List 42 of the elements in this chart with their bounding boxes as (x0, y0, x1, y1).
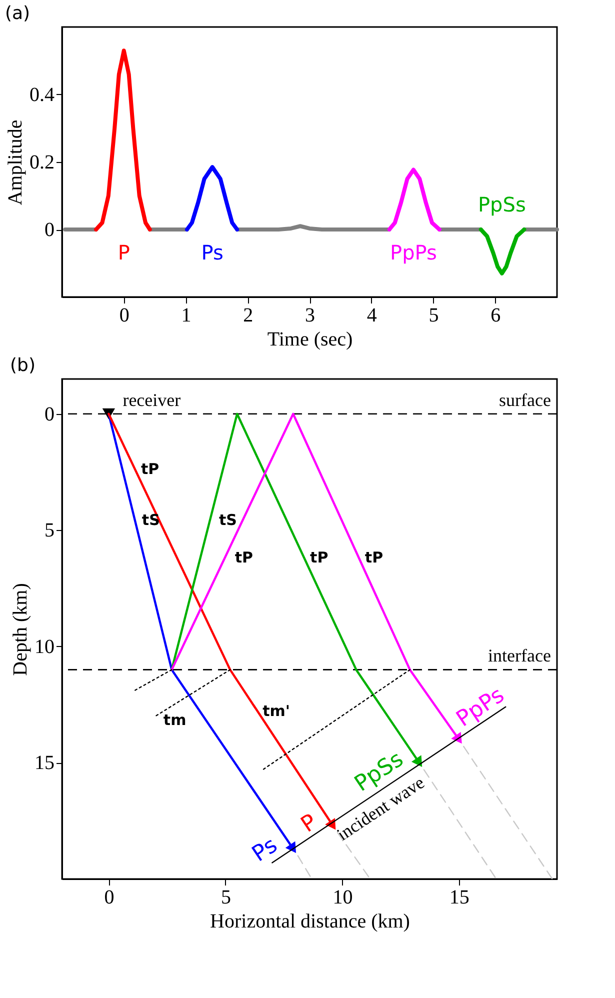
y-axis-title: Depth (km) (10, 583, 32, 676)
ref-line-label: surface (499, 390, 552, 410)
x-tick-label: 2 (243, 304, 254, 326)
y-tick-label: 0.2 (30, 152, 54, 174)
series-label: receiver (122, 390, 181, 410)
annotation: tm (163, 711, 186, 730)
chart-title: (b) (10, 355, 36, 376)
annotation: tP (310, 548, 328, 566)
series-label: PpSs (478, 192, 526, 216)
x-tick-label: 10 (332, 886, 353, 908)
y-tick-label: 5 (44, 520, 54, 542)
chart-title: (a) (5, 3, 30, 24)
annotation: tP (140, 460, 160, 478)
x-axis-title: Time (sec) (267, 328, 353, 350)
annotation: tS (142, 511, 160, 530)
annotation: tP (364, 548, 384, 566)
x-tick-label: 1 (181, 304, 192, 326)
x-axis-title: Horizontal distance (km) (210, 910, 410, 932)
series-label: P (118, 240, 130, 264)
x-tick-label: 15 (449, 886, 470, 908)
y-tick-label: 10 (34, 636, 54, 658)
annotation: tP (234, 548, 254, 566)
x-tick-label: 4 (366, 304, 377, 326)
text: P (296, 810, 322, 838)
y-tick-label: 0 (44, 403, 54, 426)
y-tick-label: 0 (44, 219, 54, 241)
x-tick-label: 0 (119, 304, 130, 326)
y-axis-title: Amplitude (4, 120, 26, 206)
text: PpPs (452, 682, 510, 732)
x-tick-label: 5 (428, 304, 439, 326)
x-tick-label: 3 (305, 304, 315, 326)
x-tick-label: 6 (490, 304, 501, 326)
series-label: PpPs (390, 240, 437, 264)
x-tick-label: 5 (220, 886, 231, 908)
x-tick-label: 0 (104, 886, 114, 908)
y-tick-label: 0.4 (30, 84, 54, 106)
annotation: tm' (262, 702, 290, 720)
annotation: tS (218, 511, 237, 530)
text: Ps (248, 832, 282, 868)
ref-line-label: interface (488, 646, 552, 666)
series-label: Ps (201, 240, 224, 264)
y-tick-label: 15 (34, 752, 54, 774)
